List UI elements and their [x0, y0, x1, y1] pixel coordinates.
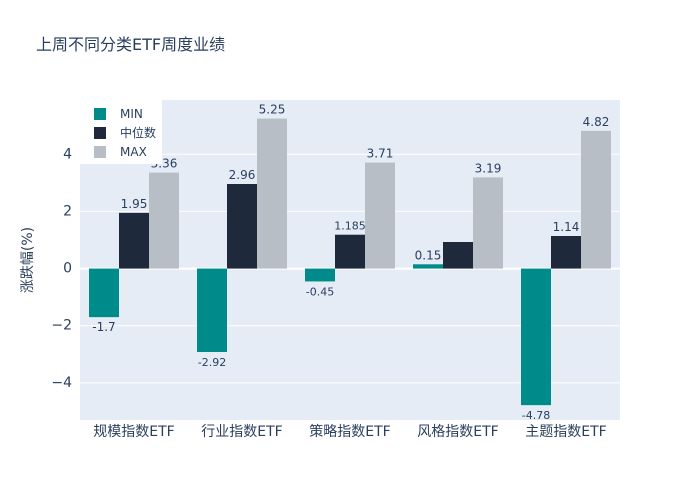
bar-MIN-3[interactable]	[413, 264, 443, 269]
legend-background	[80, 100, 162, 164]
data-label: 0.15	[415, 248, 442, 262]
data-label: 3.71	[367, 147, 394, 161]
bar-MIN-0[interactable]	[89, 268, 119, 318]
bar-MIN-1[interactable]	[197, 268, 227, 352]
y-tick-label: 2	[63, 203, 72, 219]
x-tick-label: 策略指数ETF	[309, 423, 390, 440]
bar-中位数-2[interactable]	[335, 234, 365, 269]
x-tick-label: 风格指数ETF	[417, 424, 498, 440]
x-tick-label: 主题指数ETF	[525, 424, 606, 440]
data-label: 1.95	[121, 197, 148, 211]
data-label: 3.19	[475, 161, 502, 175]
x-tick-label: 规模指数ETF	[93, 424, 174, 440]
bar-MAX-2[interactable]	[365, 162, 395, 269]
data-label-layer: -1.71.953.36-2.922.965.25-0.451.1853.710…	[92, 103, 609, 423]
data-label: -0.45	[306, 285, 334, 298]
data-label: -4.78	[522, 409, 550, 422]
bar-layer	[89, 118, 611, 406]
bar-中位数-4[interactable]	[551, 236, 581, 269]
legend-label[interactable]: MAX	[120, 145, 147, 159]
bar-中位数-0[interactable]	[119, 212, 149, 269]
bar-MAX-0[interactable]	[149, 172, 179, 269]
legend-swatch[interactable]	[94, 127, 106, 139]
legend-label[interactable]: MIN	[120, 107, 143, 121]
bar-MAX-4[interactable]	[581, 130, 611, 269]
legend-label[interactable]: 中位数	[120, 125, 156, 140]
y-tick-label: 4	[63, 146, 72, 162]
bar-MIN-4[interactable]	[521, 268, 551, 406]
data-label: 5.25	[259, 103, 286, 117]
y-tick-label: −2	[51, 318, 72, 334]
bar-中位数-1[interactable]	[227, 184, 257, 269]
legend-swatch[interactable]	[94, 108, 106, 120]
bar-MAX-3[interactable]	[473, 177, 503, 269]
y-tick-label: −4	[51, 375, 72, 391]
axis-layer: −4 −2 0 2 4 规模指数ETF 行业指数ETF 策略指数ETF 风格指数ETF 主题指数E…	[51, 146, 606, 440]
data-label: 1.14	[553, 220, 580, 234]
bar-中位数-3[interactable]	[443, 242, 473, 269]
y-tick-label: 0	[63, 261, 72, 277]
chart-title: 上周不同分类ETF周度业绩	[36, 35, 225, 54]
legend[interactable]: MIN 中位数 MAX	[80, 100, 162, 164]
bar-MAX-1[interactable]	[257, 118, 287, 269]
data-label: -2.92	[198, 356, 226, 369]
legend-swatch[interactable]	[94, 146, 106, 158]
data-label: 2.96	[229, 168, 256, 182]
data-label: -1.7	[92, 320, 115, 334]
bar-MIN-2[interactable]	[305, 268, 335, 282]
data-label: 1.185	[334, 220, 366, 233]
data-label: 4.82	[583, 115, 610, 129]
x-tick-label: 行业指数ETF	[201, 424, 282, 440]
y-axis-title: 涨跌幅(%)	[20, 227, 36, 293]
